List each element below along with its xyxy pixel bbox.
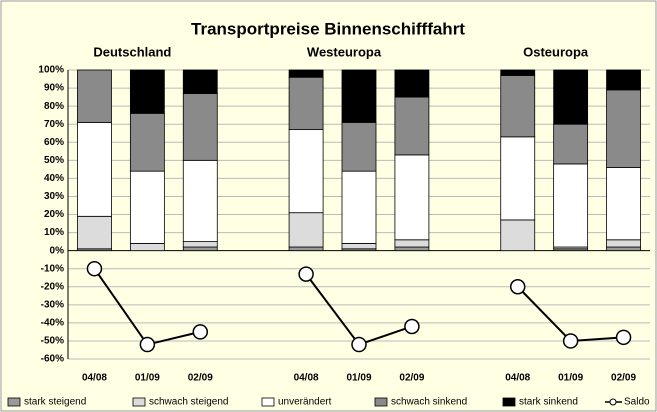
bar-segment	[182, 93, 218, 161]
bar-segment	[553, 123, 589, 165]
bar-segment	[394, 154, 430, 241]
bar-segment	[606, 239, 641, 248]
y-tick-label: 50%	[44, 155, 64, 166]
saldo-marker	[139, 336, 156, 353]
y-tick-label: 10%	[44, 227, 64, 238]
bar-segment	[77, 215, 112, 250]
legend-label: stark sinkend	[519, 397, 578, 408]
bar-segment	[288, 129, 324, 214]
chart-title: Transportpreise Binnenschifffahrt	[191, 19, 465, 38]
bar-segment	[394, 69, 430, 98]
legend-swatch	[132, 397, 146, 407]
x-tick-label: 01/09	[346, 373, 371, 384]
bar-segment	[341, 69, 377, 123]
bar-segment	[182, 69, 218, 94]
bar-segment	[182, 246, 218, 252]
x-tick-label: 04/08	[505, 373, 530, 384]
legend-marker	[609, 398, 617, 406]
bar-segment	[394, 96, 430, 156]
saldo-marker	[351, 336, 367, 353]
bar-segment	[288, 212, 324, 248]
bar-segment	[341, 170, 377, 244]
x-tick-label: 04/08	[294, 373, 319, 384]
y-tick-label: -60%	[41, 354, 64, 365]
y-tick-label: -20%	[41, 281, 64, 292]
y-tick-label: 40%	[44, 173, 64, 184]
x-tick-label: 02/09	[399, 373, 424, 384]
x-tick-label: 01/09	[558, 373, 583, 384]
bar-segment	[288, 76, 324, 131]
legend-label: schwach sinkend	[391, 397, 467, 408]
legend-swatch	[374, 397, 388, 407]
saldo-marker	[615, 329, 632, 346]
x-tick-label: 01/09	[135, 373, 160, 384]
y-tick-label: 60%	[44, 137, 64, 148]
saldo-marker	[192, 324, 209, 340]
saldo-marker	[404, 318, 420, 335]
bar-segment	[341, 121, 377, 172]
y-tick-label: 90%	[44, 83, 64, 94]
bar-segment	[341, 242, 377, 250]
bar-segment	[500, 136, 536, 221]
x-tick-label: 04/08	[82, 373, 107, 384]
y-tick-label: 80%	[44, 101, 64, 112]
legend-swatch	[7, 397, 21, 407]
legend-label: Saldo	[624, 397, 650, 408]
y-tick-label: -30%	[41, 299, 64, 310]
bar-segment	[129, 242, 165, 252]
y-tick-label: 70%	[44, 119, 64, 130]
group-label: Westeuropa	[307, 44, 382, 59]
y-tick-label: 20%	[44, 209, 64, 220]
saldo-marker	[298, 266, 314, 282]
bar-segment	[500, 219, 536, 252]
x-tick-label: 02/09	[611, 373, 636, 384]
bar-segment	[553, 69, 589, 125]
bar-segment	[288, 246, 324, 252]
bar-segment	[394, 246, 430, 252]
bar-segment	[500, 69, 536, 76]
bar-segment	[394, 239, 430, 248]
legend-swatch	[502, 397, 516, 407]
x-tick-label: 02/09	[188, 373, 213, 384]
legend-label: unverändert	[278, 397, 332, 408]
group-label: Osteuropa	[523, 44, 589, 59]
y-tick-label: -50%	[41, 336, 64, 347]
bar-segment	[288, 69, 324, 78]
legend-swatch	[261, 397, 275, 407]
y-tick-label: 0%	[50, 245, 65, 256]
y-tick-label: 30%	[44, 191, 64, 202]
bar-segment	[606, 246, 641, 252]
y-tick-label: -10%	[41, 263, 64, 274]
y-tick-label: -40%	[41, 318, 64, 329]
bar-segment	[553, 163, 589, 248]
bar-segment	[182, 159, 218, 242]
bar-segment	[500, 75, 536, 138]
y-tick-label: 100%	[38, 65, 64, 76]
bar-segment	[77, 69, 112, 123]
saldo-marker	[86, 260, 103, 277]
bar-segment	[182, 241, 218, 248]
bar-segment	[129, 170, 165, 244]
saldo-marker	[562, 333, 579, 349]
legend-label: schwach steigend	[149, 397, 229, 408]
saldo-marker	[509, 279, 526, 295]
bar-segment	[606, 89, 641, 168]
bar-segment	[77, 121, 112, 217]
bar-segment	[606, 69, 641, 91]
bar-segment	[129, 112, 165, 172]
bar-segment	[129, 69, 165, 114]
group-label: Deutschland	[93, 44, 171, 59]
legend-label: stark steigend	[24, 397, 86, 408]
bar-segment	[606, 167, 641, 241]
